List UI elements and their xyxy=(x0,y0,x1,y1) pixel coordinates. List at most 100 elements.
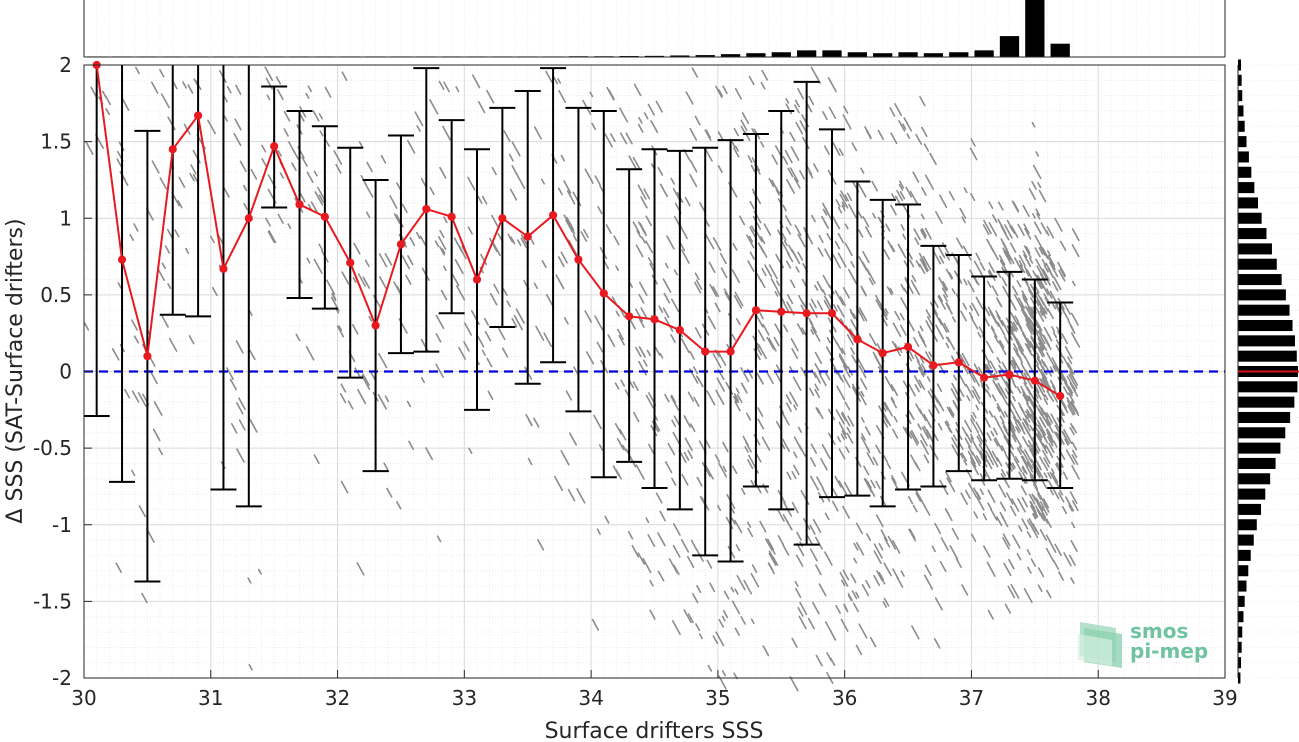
scatter-point xyxy=(1017,422,1026,435)
scatter-point xyxy=(1015,426,1020,434)
scatter-point xyxy=(862,250,870,264)
scatter-point xyxy=(985,450,995,466)
mean-marker xyxy=(599,289,608,298)
scatter-point xyxy=(580,231,588,242)
scatter-point xyxy=(822,208,828,216)
scatter-point xyxy=(1004,336,1010,344)
scatter-point xyxy=(902,233,907,240)
scatter-point xyxy=(1045,288,1053,299)
scatter-point xyxy=(948,406,955,416)
scatter-point xyxy=(1021,294,1028,304)
scatter-point xyxy=(483,317,489,326)
scatter-point xyxy=(840,412,847,421)
scatter-point xyxy=(838,448,846,460)
scatter-point xyxy=(1067,404,1075,416)
scatter-point xyxy=(117,282,122,289)
scatter-point xyxy=(1025,318,1033,333)
scatter-point xyxy=(890,384,899,397)
scatter-point xyxy=(883,537,891,548)
scatter-point xyxy=(1052,440,1058,448)
scatter-point xyxy=(647,257,654,266)
scatter-point xyxy=(1010,321,1018,333)
scatter-point xyxy=(1052,303,1057,310)
scatter-point xyxy=(685,91,694,105)
scatter-point xyxy=(749,200,755,210)
scatter-point xyxy=(378,253,388,268)
scatter-point xyxy=(1019,473,1026,484)
scatter-point xyxy=(1026,461,1034,473)
scatter-point xyxy=(283,128,289,137)
scatter-point xyxy=(1036,299,1046,315)
scatter-point xyxy=(1036,291,1041,298)
scatter-point xyxy=(658,305,664,313)
scatter-point xyxy=(672,523,681,536)
mean-marker xyxy=(650,315,659,324)
scatter-point xyxy=(956,237,964,249)
scatter-point xyxy=(791,501,799,514)
scatter-point xyxy=(755,345,763,356)
scatter-point xyxy=(1038,247,1044,255)
scatter-point xyxy=(967,450,976,465)
top-histogram-bar xyxy=(720,54,741,57)
scatter-point xyxy=(810,298,817,309)
scatter-point xyxy=(730,517,736,525)
scatter-point xyxy=(865,579,871,589)
scatter-point xyxy=(990,326,998,338)
scatter-point xyxy=(866,452,875,466)
scatter-point xyxy=(694,281,702,294)
scatter-point xyxy=(472,74,481,89)
scatter-point xyxy=(364,259,370,268)
scatter-point xyxy=(839,571,849,587)
scatter-point xyxy=(1044,411,1049,418)
scatter-point xyxy=(938,317,948,333)
scatter-point xyxy=(976,435,983,445)
scatter-point xyxy=(335,163,342,174)
right-histogram-bar xyxy=(1238,304,1290,316)
scatter-point xyxy=(264,66,274,81)
scatter-point xyxy=(890,244,896,253)
scatter-point xyxy=(919,258,928,273)
scatter-point xyxy=(847,415,855,427)
scatter-point xyxy=(1012,416,1017,423)
scatter-point xyxy=(922,255,932,271)
scatter-point xyxy=(920,213,925,220)
scatter-point xyxy=(1039,296,1049,312)
scatter-point xyxy=(717,88,724,97)
scatter-point xyxy=(415,231,421,240)
scatter-point xyxy=(243,202,249,211)
scatter-point xyxy=(847,594,853,602)
x-tick-label: 38 xyxy=(1085,686,1110,710)
scatter-point xyxy=(953,374,957,381)
scatter-point xyxy=(910,454,919,469)
scatter-point xyxy=(977,366,983,375)
scatter-point xyxy=(1024,312,1032,324)
scatter-point xyxy=(988,410,994,418)
scatter-point xyxy=(910,430,920,444)
scatter-point xyxy=(527,457,533,466)
scatter-point xyxy=(1021,466,1026,473)
scatter-point xyxy=(1028,395,1036,407)
scatter-point xyxy=(684,437,693,452)
scatter-point xyxy=(846,432,854,444)
scatter-point xyxy=(597,206,603,215)
scatter-point xyxy=(324,86,332,98)
scatter-point xyxy=(277,149,282,157)
scatter-point xyxy=(1035,208,1041,217)
scatter-point xyxy=(1049,395,1054,402)
scatter-point xyxy=(111,348,120,361)
scatter-point xyxy=(591,122,597,131)
scatter-point xyxy=(1028,188,1036,200)
scatter-point xyxy=(996,321,1006,336)
scatter-point xyxy=(942,280,949,291)
scatter-point xyxy=(945,302,951,310)
scatter-point xyxy=(841,411,851,427)
scatter-point xyxy=(583,228,589,239)
scatter-point xyxy=(1029,462,1034,470)
scatter-point xyxy=(844,242,853,257)
scatter-point xyxy=(846,334,854,346)
scatter-point xyxy=(790,279,796,288)
scatter-point xyxy=(1039,246,1047,257)
scatter-point xyxy=(657,570,665,582)
scatter-point xyxy=(1040,407,1048,419)
scatter-point xyxy=(840,190,848,202)
